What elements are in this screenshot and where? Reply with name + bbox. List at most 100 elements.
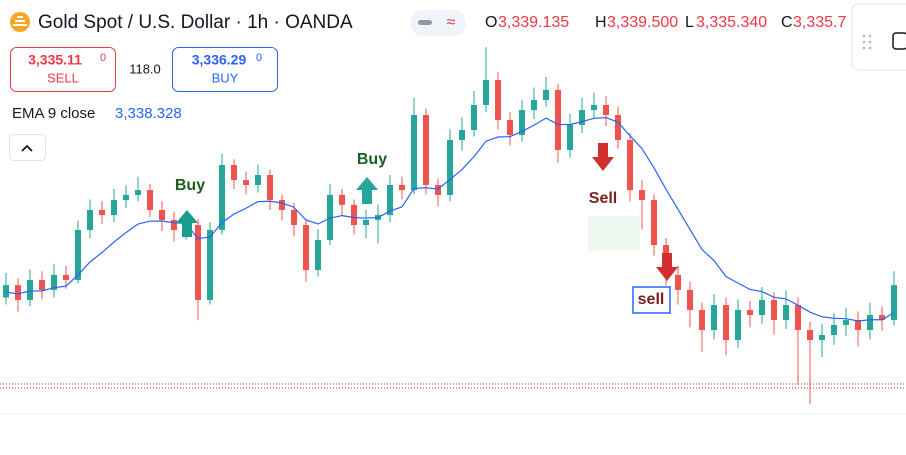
candle-body <box>207 229 213 300</box>
candle-body <box>75 229 81 280</box>
sell-pip: 0 <box>100 52 106 64</box>
candle-body <box>675 274 681 290</box>
candle-body <box>123 194 129 201</box>
candle-body <box>291 210 297 226</box>
candle-body <box>831 324 837 335</box>
candle-body <box>615 114 621 140</box>
candle-body <box>39 280 45 290</box>
candle-body <box>639 190 645 201</box>
candle-body <box>387 184 393 216</box>
candle-body <box>471 105 477 131</box>
buy-pip: 0 <box>256 52 262 64</box>
chevron <box>21 144 33 152</box>
panel-icon[interactable] <box>892 32 906 50</box>
header: Gold Spot / U.S. Dollar · 1h · OANDA ≈ O… <box>10 10 846 36</box>
ohlc-label: L <box>685 14 694 31</box>
candle-body <box>459 130 465 140</box>
candle-body <box>567 124 573 150</box>
candle-body <box>603 105 609 115</box>
candle-body <box>735 309 741 341</box>
signal-arrow <box>656 253 678 281</box>
candle-body <box>171 219 177 230</box>
candle-body <box>99 210 105 216</box>
candle-body <box>327 194 333 240</box>
candle-body <box>243 180 249 185</box>
candle-body <box>3 285 9 298</box>
candle-body <box>195 225 201 300</box>
candle-body <box>27 280 33 300</box>
candle-body <box>399 184 405 191</box>
candle-body <box>435 184 441 195</box>
candle-body <box>783 305 789 321</box>
candle-body <box>759 299 765 315</box>
candle-body <box>219 165 225 230</box>
ohlc-value: 3,335.7 <box>793 14 846 31</box>
ohlc-value: 3,335.340 <box>696 14 767 31</box>
plot-area <box>3 47 897 405</box>
symbol-title: Gold Spot / U.S. Dollar · 1h · OANDA <box>38 12 353 33</box>
candle-body <box>891 285 897 321</box>
candle-body <box>147 190 153 210</box>
signal-box <box>632 286 671 314</box>
candle-body <box>723 305 729 341</box>
candle-body <box>15 285 21 300</box>
zone <box>588 216 640 251</box>
status-icon: ≈ <box>447 14 456 31</box>
candle-body <box>495 79 501 121</box>
buy-button[interactable] <box>172 47 278 92</box>
ohlc-label: C <box>781 14 793 31</box>
signal-label: Buy <box>357 151 387 168</box>
candle-body <box>867 315 873 331</box>
candle-body <box>771 299 777 321</box>
candle-body <box>795 305 801 331</box>
candle-body <box>807 330 813 341</box>
candle-body <box>627 140 633 191</box>
candle-body <box>519 110 525 135</box>
sell-label: SELL <box>47 70 79 85</box>
candle-body <box>339 194 345 205</box>
candle-body <box>819 334 825 341</box>
sell-button[interactable] <box>10 47 116 92</box>
signal-label: Buy <box>175 177 205 194</box>
ema-line <box>5 116 895 322</box>
candle-body <box>507 120 513 135</box>
candle-body <box>651 200 657 245</box>
ohlc-label: O <box>485 14 497 31</box>
ohlc-label: H <box>595 14 607 31</box>
candle-body <box>543 89 549 100</box>
signal-arrow <box>356 177 378 204</box>
signal-label: Sell <box>589 190 617 207</box>
candle-body <box>351 204 357 226</box>
candle-body <box>531 99 537 111</box>
candle-body <box>699 309 705 331</box>
candle-body <box>279 200 285 210</box>
candle-body <box>135 190 141 195</box>
side-panel <box>851 3 906 71</box>
indicator-value: 3,338.328 <box>115 105 182 122</box>
candle-body <box>87 210 93 230</box>
candle-body <box>231 165 237 181</box>
signal-arrow <box>592 143 614 171</box>
candle-body <box>363 219 369 226</box>
candle-body <box>111 200 117 216</box>
candle-body <box>423 114 429 185</box>
logo-glyph <box>13 16 27 26</box>
candle-body <box>843 320 849 325</box>
buy-label: BUY <box>212 70 239 85</box>
drag-handle[interactable] <box>862 34 872 50</box>
ohlc-value: 3,339.500 <box>607 14 678 31</box>
candle-body <box>51 274 57 290</box>
candle-body <box>711 305 717 331</box>
sell-price: 3,335.11 <box>28 52 82 68</box>
candle-body <box>447 140 453 195</box>
candle-body <box>159 210 165 220</box>
candle-body <box>687 289 693 310</box>
spread: 118.0 <box>129 61 161 76</box>
candle-body <box>255 175 261 185</box>
status-pill[interactable] <box>410 10 466 36</box>
candle-body <box>855 320 861 331</box>
signal-label: sell <box>638 291 665 308</box>
signal-arrow <box>176 210 198 237</box>
candle-body <box>483 79 489 105</box>
